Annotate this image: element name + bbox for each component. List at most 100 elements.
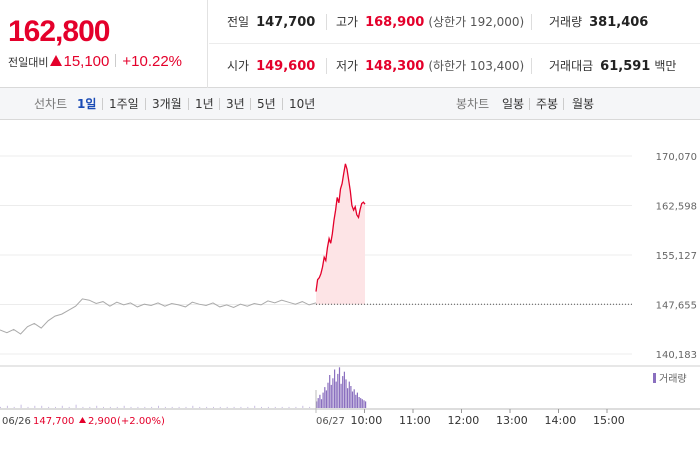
volume-bar xyxy=(350,386,352,408)
tab-3y[interactable]: 3년 xyxy=(226,97,245,111)
volume-bar xyxy=(75,404,77,408)
volume-bar xyxy=(338,367,341,408)
stat-upper-limit: (상한가 192,000) xyxy=(428,15,525,29)
tab-1w[interactable]: 1주일 xyxy=(109,97,139,111)
volume-bar xyxy=(356,392,358,408)
volume-bar xyxy=(353,389,355,408)
volume-bar xyxy=(320,399,323,408)
volume-legend-label: 거래량 xyxy=(659,373,687,385)
x-tick-label: 14:00 xyxy=(545,414,577,427)
volume-bar xyxy=(343,371,345,408)
volume-bar xyxy=(103,406,104,408)
volume-bar xyxy=(96,405,98,408)
stat-volume: 거래량 381,406 xyxy=(549,0,648,44)
volume-bar xyxy=(109,406,111,408)
stat-label: 거래량 xyxy=(549,15,583,29)
volume-bar xyxy=(355,394,357,408)
volume-bar xyxy=(82,406,84,408)
stat-label: 전일 xyxy=(227,15,250,29)
x-axis-labels: 06/27 10:00 11:00 12:00 13:00 14:00 15:00 xyxy=(315,390,625,427)
chart-period-tabs: 선차트 1일 1주일 3개월 1년 3년 5년 10년 봉차트 일봉 주봉 월봉 xyxy=(0,88,700,120)
stat-high: 고가 168,900 (상한가 192,000) xyxy=(336,0,524,44)
volume-legend-swatch xyxy=(653,373,656,383)
chart-grid xyxy=(0,155,700,410)
volume-bar xyxy=(247,406,249,408)
tab-separator xyxy=(102,98,103,110)
volume-bar xyxy=(329,375,331,408)
candle-chart-label: 봉차트 xyxy=(456,97,490,111)
today-price-line xyxy=(315,163,366,292)
today-price-area xyxy=(316,163,365,305)
y-tick-label: 170,070 xyxy=(656,152,697,163)
volume-bar xyxy=(332,378,334,408)
stat-unit: 백만 xyxy=(654,59,677,73)
x-tick-label: 15:00 xyxy=(593,414,625,427)
change-percent: +10.22% xyxy=(122,53,183,70)
tab-separator xyxy=(219,98,220,110)
volume-bar xyxy=(348,381,350,408)
stat-value: 168,900 xyxy=(365,15,425,30)
y-tick-label: 162,598 xyxy=(656,202,697,213)
volume-bar xyxy=(137,406,139,408)
x-tick-label: 11:00 xyxy=(399,414,431,427)
stat-low: 저가 148,300 (하한가 103,400) xyxy=(336,44,524,88)
tab-10y[interactable]: 10년 xyxy=(289,97,316,111)
tab-3m[interactable]: 3개월 xyxy=(152,97,182,111)
volume-bar xyxy=(337,373,339,408)
stat-amount: 거래대금 61,591 백만 xyxy=(549,44,683,88)
volume-bar xyxy=(68,406,70,408)
tab-1y[interactable]: 1년 xyxy=(195,97,214,111)
volume-bar xyxy=(361,399,363,408)
volume-bar xyxy=(192,405,194,408)
stat-value: 61,591 xyxy=(600,59,651,74)
volume-legend: 거래량 xyxy=(653,373,687,385)
volume-bar xyxy=(199,406,201,408)
volume-bar xyxy=(164,406,166,408)
volume-bar xyxy=(61,405,63,408)
current-price-box: 162,800 전일대비 15,100 +10.22% xyxy=(0,0,208,88)
volume-bar xyxy=(13,406,15,408)
tab-1d[interactable]: 1일 xyxy=(77,97,97,111)
tab-weekly-candle[interactable]: 주봉 xyxy=(536,97,559,111)
volume-bar xyxy=(55,406,56,408)
x-tick-label: 10:00 xyxy=(351,414,383,427)
volume-bar xyxy=(206,406,208,408)
tab-daily-candle[interactable]: 일봉 xyxy=(502,97,525,111)
volume-bar xyxy=(6,405,8,408)
footer-prev-session: 06/26 147,700 2,900 (+2.00%) xyxy=(2,416,165,427)
tab-separator xyxy=(145,98,146,110)
volume-bar xyxy=(322,392,324,408)
price-change: 전일대비 15,100 +10.22% xyxy=(8,53,182,70)
stat-prev-close: 전일 147,700 xyxy=(227,0,315,44)
footer-prev-pct: (+2.00%) xyxy=(117,416,165,427)
volume-bar xyxy=(360,398,362,408)
volume-bar xyxy=(327,382,329,408)
stat-label: 시가 xyxy=(227,59,250,73)
volume-bar xyxy=(358,397,360,408)
stat-value: 381,406 xyxy=(589,15,649,30)
y-axis-labels: 170,070 162,598 155,127 147,655 140,183 xyxy=(656,152,697,361)
volume-bar xyxy=(123,405,125,408)
volume-bar xyxy=(171,406,173,408)
tab-separator xyxy=(188,98,189,110)
tab-5y[interactable]: 5년 xyxy=(257,97,276,111)
volume-bar xyxy=(324,387,326,408)
footer-prev-change: 2,900 xyxy=(88,416,117,427)
volume-bar xyxy=(345,379,347,408)
stat-label: 거래대금 xyxy=(549,59,594,73)
volume-bar xyxy=(295,406,297,408)
volume-bar xyxy=(89,406,91,408)
volume-bar xyxy=(340,383,342,408)
volume-bar xyxy=(319,394,321,408)
volume-bar xyxy=(309,406,311,408)
prev-day-price-line xyxy=(0,298,317,335)
volume-bar xyxy=(178,406,180,408)
volume-bar xyxy=(27,406,29,408)
x-tick-session-date: 06/27 xyxy=(316,416,345,427)
x-tick-label: 13:00 xyxy=(496,414,528,427)
x-tick-label: 12:00 xyxy=(448,414,480,427)
line-chart-label: 선차트 xyxy=(34,97,68,111)
volume-bar xyxy=(48,406,50,408)
tab-monthly-candle[interactable]: 월봉 xyxy=(572,97,595,111)
volume-bar xyxy=(233,406,235,408)
